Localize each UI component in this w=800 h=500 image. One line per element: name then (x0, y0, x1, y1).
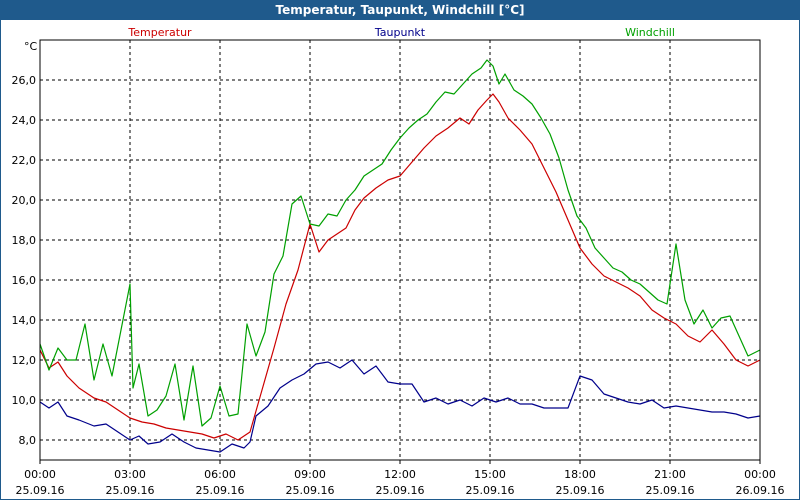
legend-entry-windchill: Windchill (625, 26, 675, 39)
x-tick-time: 09:00 (294, 468, 326, 481)
y-tick-label: 12,0 (12, 354, 37, 367)
x-tick-time: 18:00 (564, 468, 596, 481)
chart-title: Temperatur, Taupunkt, Windchill [°C] (0, 0, 800, 20)
y-tick-label: 26,0 (12, 74, 37, 87)
x-tick-time: 21:00 (654, 468, 686, 481)
y-tick-label: 8,0 (19, 434, 37, 447)
series-line-taupunkt (39, 359, 761, 453)
x-tick-time: 12:00 (384, 468, 416, 481)
x-tick-time: 06:00 (204, 468, 236, 481)
legend-entry-temperatur: Temperatur (127, 26, 192, 39)
y-tick-label: 22,0 (12, 154, 37, 167)
y-axis-unit-label: °C (24, 40, 38, 53)
plot-area-border (39, 39, 761, 461)
y-tick-label: 16,0 (12, 274, 37, 287)
y-tick-label: 14,0 (12, 314, 37, 327)
x-tick-date: 25.09.16 (556, 484, 605, 497)
x-tick-date: 25.09.16 (286, 484, 335, 497)
x-tick-time: 00:00 (744, 468, 776, 481)
y-tick-label: 10,0 (12, 394, 37, 407)
x-tick-time: 00:00 (24, 468, 56, 481)
x-tick-date: 25.09.16 (106, 484, 155, 497)
x-tick-date: 26.09.16 (736, 484, 785, 497)
x-tick-date: 25.09.16 (196, 484, 245, 497)
x-tick-time: 03:00 (114, 468, 146, 481)
x-tick-date: 25.09.16 (646, 484, 695, 497)
series-line-temperatur (39, 93, 761, 441)
x-tick-time: 15:00 (474, 468, 506, 481)
legend-entry-taupunkt: Taupunkt (374, 26, 426, 39)
x-tick-date: 25.09.16 (466, 484, 515, 497)
x-tick-date: 25.09.16 (16, 484, 65, 497)
y-tick-label: 24,0 (12, 114, 37, 127)
series-line-windchill (39, 59, 761, 427)
y-tick-label: 20,0 (12, 194, 37, 207)
x-tick-date: 25.09.16 (376, 484, 425, 497)
y-tick-label: 18,0 (12, 234, 37, 247)
